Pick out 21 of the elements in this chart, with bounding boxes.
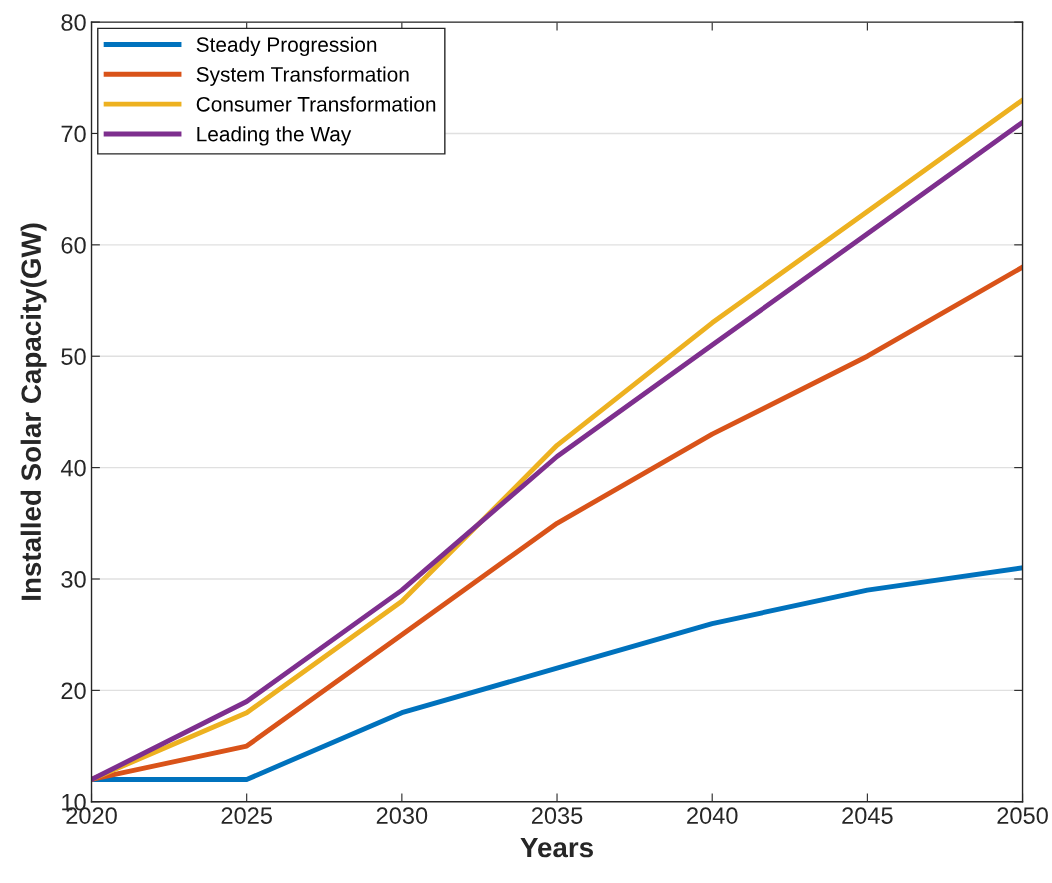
x-tick-label: 2025 [221,807,272,824]
x-axis-title: Years [520,837,593,858]
y-tick-label: 50 [61,348,86,366]
legend-label: Steady Progression [196,36,377,57]
y-tick-label: 40 [60,459,86,477]
x-tick-label: 2035 [531,807,583,824]
y-axis-title: Installed Solar Capacity(GW) [20,223,47,600]
y-tick-label: 20 [61,682,86,700]
x-tick-label: 2050 [997,807,1048,824]
y-tick-label: 30 [61,571,86,588]
line-series [91,264,1023,782]
legend-label: Consumer Transformation [196,96,436,112]
y-tick-label: 80 [61,14,86,31]
x-tick-label: 2040 [687,807,738,824]
legend-label: Leading the Way [197,126,352,146]
y-tick-label: 60 [61,236,86,254]
legend-label: System Transformation [196,66,409,86]
line-series [91,565,1023,782]
x-tick-label: 2045 [842,807,893,824]
x-tick-label: 2030 [376,807,428,824]
y-tick-label: 70 [61,125,86,143]
